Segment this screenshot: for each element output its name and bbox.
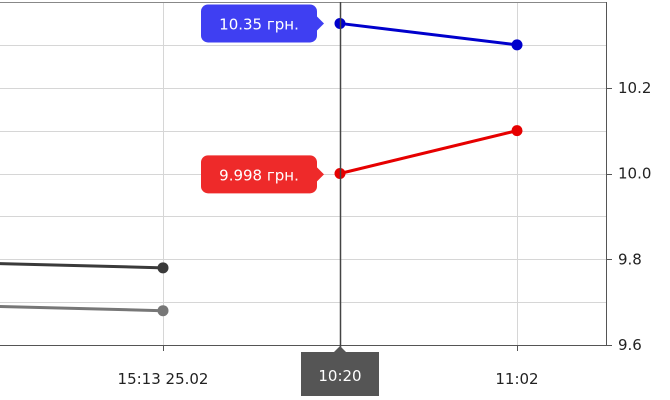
y-tick-label-3: 10.2 <box>618 79 651 97</box>
tooltip-pointer-1 <box>317 167 324 182</box>
tooltip-text-1: 9.998 грн. <box>219 166 299 184</box>
y-tick-label-1: 9.8 <box>618 250 642 268</box>
y-tick-label-2: 10.0 <box>618 165 651 183</box>
series-1-point-1[interactable] <box>511 125 523 137</box>
series-line-0 <box>339 21 518 47</box>
tooltip-layer: 10.35 грн. 9.998 грн. <box>201 4 324 194</box>
tooltip-text-0: 10.35 грн. <box>219 15 299 33</box>
series-2-point-1[interactable] <box>157 262 169 274</box>
crosshair-badge-pointer <box>334 346 346 352</box>
y-tick-label-0: 9.6 <box>618 336 642 354</box>
axis-layer: 9.6 9.8 10.0 10.2 15:13 25.02 11:02 <box>0 2 651 388</box>
crosshair-x-badge <box>301 352 379 396</box>
crosshair-layer: 10:20 <box>301 2 379 396</box>
tooltip-box-0 <box>201 4 317 43</box>
series-line-3 <box>0 305 164 313</box>
series-0-point-1[interactable] <box>511 39 523 51</box>
series-line-1 <box>339 129 518 175</box>
tooltip-pointer-0 <box>317 16 324 31</box>
series-layer <box>0 17 523 317</box>
x-tick-label-0: 15:13 25.02 <box>118 370 209 388</box>
tooltip-box-1 <box>201 155 317 194</box>
series-3-point-1[interactable] <box>157 305 169 317</box>
x-tick-label-2: 11:02 <box>495 370 538 388</box>
crosshair-x-label: 10:20 <box>318 367 361 385</box>
series-line-2 <box>0 262 164 270</box>
